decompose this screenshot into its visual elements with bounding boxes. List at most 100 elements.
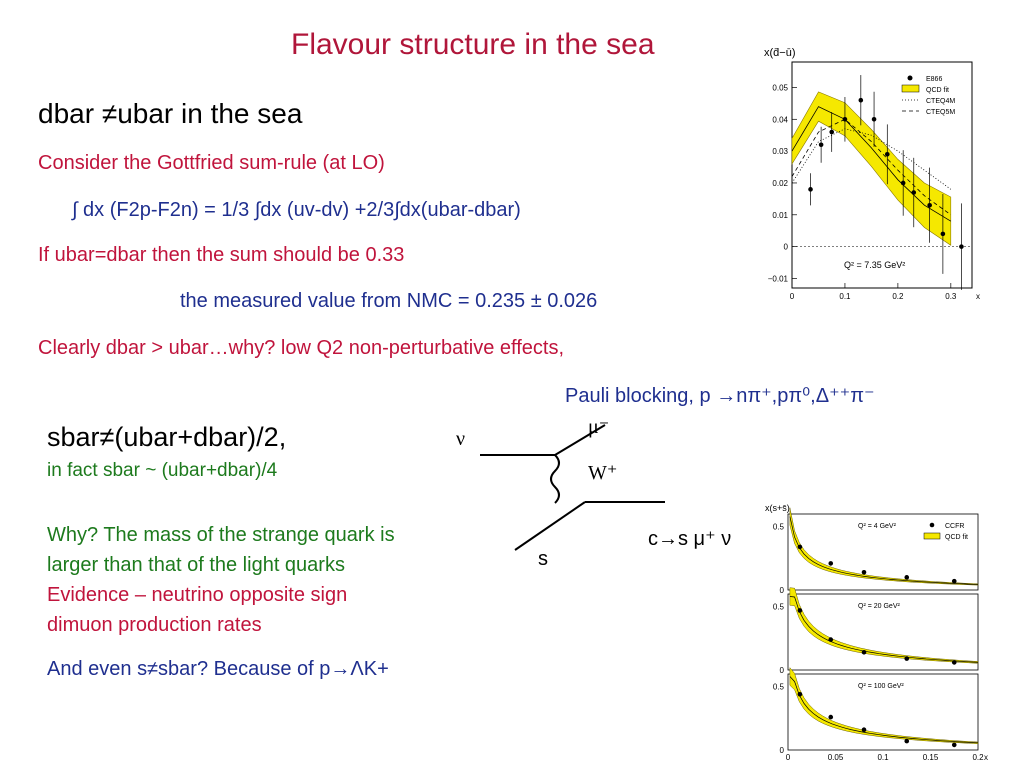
plot1-ytick: 0.01 bbox=[772, 211, 788, 220]
heading-sbar: sbar≠(ubar+dbar)/2, bbox=[47, 422, 287, 452]
e866-point bbox=[858, 97, 864, 103]
plot2-ytick: 0.5 bbox=[773, 523, 785, 532]
ccfr-point bbox=[951, 660, 957, 665]
gottfried-intro: Consider the Gottfried sum-rule (at LO) bbox=[38, 152, 385, 174]
heading-dbar-ubar: dbar ≠ubar in the sea bbox=[38, 98, 303, 129]
plot2-xtick: 0 bbox=[786, 753, 791, 760]
charm-decay-label: c→s μ⁺ ν bbox=[648, 528, 732, 550]
plot1-ytick: 0 bbox=[784, 243, 789, 252]
ccfr-point bbox=[861, 569, 867, 575]
ccfr-point bbox=[951, 742, 957, 748]
nmc-measurement: the measured value from NMC = 0.235 ± 0.… bbox=[180, 290, 598, 312]
plot2-q2: Q² = 4 GeV² bbox=[858, 523, 897, 530]
qcd-fit-curve bbox=[791, 106, 952, 222]
plot1-ytick: 0.04 bbox=[772, 115, 788, 124]
legend-ccfr-marker bbox=[929, 522, 935, 528]
ccfr-point bbox=[797, 608, 803, 613]
ccfr-point bbox=[951, 578, 957, 584]
legend-qcd: QCD fit bbox=[926, 87, 949, 94]
ccfr-point bbox=[828, 714, 834, 720]
legend-e866: E866 bbox=[926, 76, 942, 83]
mu-label: μ⁻ bbox=[588, 416, 610, 438]
e866-point bbox=[940, 231, 946, 237]
legend-cteq5m: CTEQ5M bbox=[926, 109, 955, 116]
plot1-ytick: 0.03 bbox=[772, 147, 788, 156]
evidence-line-1: Evidence – neutrino opposite sign bbox=[47, 584, 348, 606]
slide-title: Flavour structure in the sea bbox=[291, 28, 655, 61]
sbar-fact: in fact sbar ~ (ubar+dbar)/4 bbox=[47, 460, 278, 481]
strange-sea-plot: x(s+s̄) 0.5 0 Q² = 4 GeV² CCFR QCD fit 0.5 0 Q²… bbox=[765, 503, 988, 760]
plot1-xtick: 0.3 bbox=[945, 292, 957, 301]
qcd-fit-band bbox=[789, 507, 979, 586]
plot1-q2: Q² = 7.35 GeV² bbox=[844, 260, 905, 270]
plot1-xtick: 0.1 bbox=[839, 292, 851, 301]
e866-point bbox=[818, 142, 824, 148]
ccfr-point bbox=[861, 649, 867, 655]
why-line-2: larger than that of the light quarks bbox=[47, 554, 345, 576]
plot2-xtick: 0.1 bbox=[877, 753, 889, 760]
feynman-diagram bbox=[480, 424, 665, 551]
nu-label: ν bbox=[456, 428, 466, 450]
s-quark-label: s bbox=[538, 548, 548, 570]
plot2-ylabel: x(s+s̄) bbox=[765, 503, 790, 513]
strange-sea-panel: 0.5 0 Q² = 100 GeV² bbox=[773, 667, 979, 755]
legend-qcd-marker bbox=[923, 532, 941, 540]
legend-ccfr: CCFR bbox=[945, 523, 964, 530]
w-boson-label: W⁺ bbox=[588, 462, 618, 484]
e866-point bbox=[959, 244, 964, 249]
qcd-fit-band bbox=[789, 667, 979, 744]
ccfr-point bbox=[904, 738, 910, 744]
plot2-xlabel: x bbox=[984, 753, 988, 760]
plot1-ytick: −0.01 bbox=[768, 274, 789, 283]
equal-sea-statement: If ubar=dbar then the sum should be 0.33 bbox=[38, 244, 405, 266]
plot1-ytick: 0.05 bbox=[772, 83, 788, 92]
e866-point bbox=[900, 180, 906, 186]
plot1-frame bbox=[791, 61, 973, 289]
plot2-ytick: 0.5 bbox=[773, 683, 785, 692]
why-statement: Clearly dbar > ubar…why? low Q2 non-pert… bbox=[38, 337, 565, 359]
legend-e866-marker bbox=[907, 75, 913, 81]
why-strange: Why? The mass of the strange quark is la… bbox=[47, 520, 395, 580]
plot2-ytick: 0 bbox=[780, 746, 785, 755]
plot2-ytick: 0 bbox=[780, 586, 785, 595]
gottfried-formula: ∫ dx (F2p-F2n) = 1/3 ∫dx (uv-dv) +2/3∫dx… bbox=[72, 199, 521, 221]
why-line-1: Why? The mass of the strange quark is bbox=[47, 524, 395, 546]
pauli-blocking: Pauli blocking, p →nπ⁺,pπ⁰,Δ⁺⁺π⁻ bbox=[565, 385, 875, 407]
evidence: Evidence – neutrino opposite sign dimuon… bbox=[47, 580, 347, 640]
plot2-q2: Q² = 100 GeV² bbox=[858, 683, 904, 690]
cteq5m-curve bbox=[791, 118, 952, 216]
ccfr-point bbox=[861, 727, 867, 733]
legend-cteq4m: CTEQ4M bbox=[926, 98, 955, 105]
plot2-ytick: 0 bbox=[780, 666, 785, 675]
plot2-xtick: 0.05 bbox=[828, 753, 844, 760]
legend-qcd-marker bbox=[901, 84, 920, 93]
plot1-ytick: 0.02 bbox=[772, 179, 788, 188]
e866-point bbox=[871, 116, 877, 122]
e866-point bbox=[808, 187, 813, 192]
legend-qcd: QCD fit bbox=[945, 534, 968, 541]
e866-point bbox=[884, 152, 890, 157]
qcd-fit-band bbox=[791, 91, 952, 246]
ccfr-point bbox=[797, 544, 803, 550]
ccfr-point bbox=[828, 561, 834, 566]
plot1-xtick: 0 bbox=[790, 292, 795, 301]
strange-sea-panel: 0.5 0 Q² = 4 GeV² CCFR QCD fit bbox=[773, 507, 979, 595]
plot1-xlabel: x bbox=[976, 292, 980, 301]
ccfr-point bbox=[904, 656, 910, 661]
plot2-ytick: 0.5 bbox=[773, 603, 785, 612]
plot1-xtick: 0.2 bbox=[892, 292, 904, 301]
ccfr-point bbox=[797, 691, 803, 697]
e866-point bbox=[829, 129, 835, 135]
qcd-fit-band bbox=[789, 587, 979, 664]
evidence-line-2: dimuon production rates bbox=[47, 614, 262, 636]
ccfr-point bbox=[828, 637, 834, 642]
e866-point bbox=[842, 116, 848, 122]
plot2-xtick: 0.2 bbox=[972, 753, 984, 760]
dbar-ubar-plot: x(d̄−ū) 0.050.040.030.020.010−0.01 0 0.1 0… bbox=[764, 47, 980, 301]
cteq4m-curve bbox=[791, 128, 952, 190]
plot2-xtick: 0.15 bbox=[923, 753, 939, 760]
plot2-q2: Q² = 20 GeV² bbox=[858, 603, 900, 610]
e866-point bbox=[927, 202, 932, 208]
e866-point bbox=[911, 190, 917, 195]
s-sbar-question: And even s≠sbar? Because of p→ΛK+ bbox=[47, 658, 389, 680]
